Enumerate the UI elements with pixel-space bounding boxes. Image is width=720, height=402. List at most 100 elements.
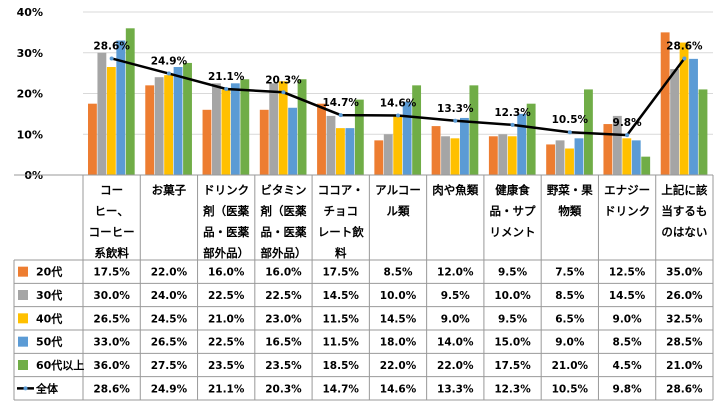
total-data-label: 13.3% [437, 103, 474, 115]
bar-3-7 [517, 113, 527, 175]
total-data-label: 21.1% [208, 71, 245, 83]
category-label: ドリンク [604, 204, 650, 218]
table-cell: 28.5% [666, 337, 703, 349]
legend-label: 60代以上 [36, 358, 84, 372]
bar-4-3 [297, 79, 307, 175]
legend-label: 全体 [35, 381, 59, 395]
bar-0-8 [546, 144, 556, 175]
category-label: 剤（医薬 [202, 204, 249, 218]
total-point-7 [510, 122, 515, 127]
bar-4-5 [412, 85, 422, 175]
category-label: 品・医薬 [260, 225, 306, 239]
table-cell: 12.3% [494, 383, 531, 395]
table-cell: 22.0% [380, 360, 417, 372]
category-label: 品・医薬 [203, 225, 249, 239]
table-cell: 12.0% [437, 267, 474, 279]
total-point-3 [281, 90, 286, 95]
category-label: お菓子 [152, 183, 187, 197]
table-cell: 23.5% [265, 360, 302, 372]
category-label: コー [100, 183, 123, 197]
y-tick-label: 40% [17, 6, 43, 19]
total-data-label: 14.7% [323, 97, 360, 109]
bar-3-3 [288, 107, 298, 175]
bar-1-8 [555, 140, 565, 175]
table-cell: 16.0% [265, 267, 302, 279]
table-cell: 21.1% [208, 383, 245, 395]
table-cell: 17.5% [494, 360, 531, 372]
bar-2-1 [164, 75, 174, 175]
category-label: ビタミン [260, 183, 306, 197]
category-label: 系飲料 [94, 246, 129, 260]
bar-2-6 [450, 138, 460, 175]
table-cell: 24.0% [151, 290, 188, 302]
bar-0-9 [603, 124, 613, 175]
total-data-label: 14.6% [380, 98, 417, 110]
bar-3-4 [345, 128, 355, 175]
bar-1-6 [441, 136, 450, 175]
bar-3-10 [689, 58, 698, 175]
bar-2-10 [679, 42, 689, 175]
category-label: リメント [490, 225, 536, 239]
category-label: レート飲 [318, 225, 364, 239]
category-label: 料 [335, 246, 347, 260]
total-point-4 [338, 113, 343, 118]
bar-3-6 [460, 117, 469, 175]
bar-3-8 [574, 138, 584, 175]
table-cell: 22.5% [208, 337, 245, 349]
table-cell: 21.0% [666, 360, 703, 372]
table-cell: 22.5% [265, 290, 302, 302]
table-cell: 7.5% [555, 267, 585, 279]
table-cell: 10.5% [552, 383, 589, 395]
table-cell: 9.0% [613, 313, 643, 325]
table-cell: 15.0% [494, 337, 531, 349]
table-cell: 32.5% [666, 313, 703, 325]
table-cell: 18.0% [380, 337, 417, 349]
category-label: ヒー、 [94, 204, 128, 218]
category-label: 部外品） [203, 246, 249, 260]
category-label: 剤（医薬 [259, 204, 306, 218]
bar-1-10 [670, 69, 680, 175]
table-cell: 4.5% [613, 360, 643, 372]
bar-4-0 [125, 28, 135, 175]
bar-0-3 [259, 109, 269, 175]
bar-0-0 [88, 103, 97, 175]
legend-line-marker [23, 386, 28, 391]
total-point-2 [224, 87, 229, 92]
category-label: 物類 [558, 204, 581, 218]
bar-2-8 [565, 148, 574, 175]
bar-3-5 [402, 101, 412, 175]
total-point-1 [166, 71, 171, 76]
legend-label: 20代 [36, 265, 62, 279]
table-cell: 22.5% [208, 290, 245, 302]
category-label: 肉や魚類 [432, 183, 478, 197]
y-tick-label: 20% [17, 88, 43, 101]
category-label: 野菜・果 [547, 183, 593, 197]
bar-1-5 [383, 134, 393, 175]
total-point-5 [396, 113, 400, 118]
table-cell: 20.3% [265, 383, 302, 395]
category-label: エナジー [604, 183, 650, 197]
table-cell: 26.5% [93, 313, 130, 325]
legend-swatch [18, 313, 28, 324]
table-cell: 26.0% [666, 290, 703, 302]
table-cell: 18.5% [323, 360, 360, 372]
bar-4-7 [526, 103, 536, 175]
total-point-0 [109, 56, 114, 61]
total-point-6 [453, 118, 458, 123]
table-cell: 6.5% [555, 313, 585, 325]
table-cell: 9.5% [441, 290, 471, 302]
category-label: ドリンク [203, 183, 249, 197]
category-label: コーヒー [89, 225, 135, 239]
table-cell: 10.0% [494, 290, 531, 302]
y-tick-label: 30% [17, 47, 43, 60]
bar-3-0 [116, 40, 126, 176]
category-label: 品・サプ [490, 204, 536, 218]
table-cell: 9.0% [441, 313, 471, 325]
bar-4-6 [469, 85, 479, 175]
table-cell: 14.7% [323, 383, 360, 395]
bar-2-3 [278, 81, 288, 175]
bar-2-5 [393, 115, 403, 175]
bar-2-9 [622, 138, 632, 175]
table-cell: 9.5% [498, 313, 528, 325]
bar-4-2 [240, 79, 250, 175]
